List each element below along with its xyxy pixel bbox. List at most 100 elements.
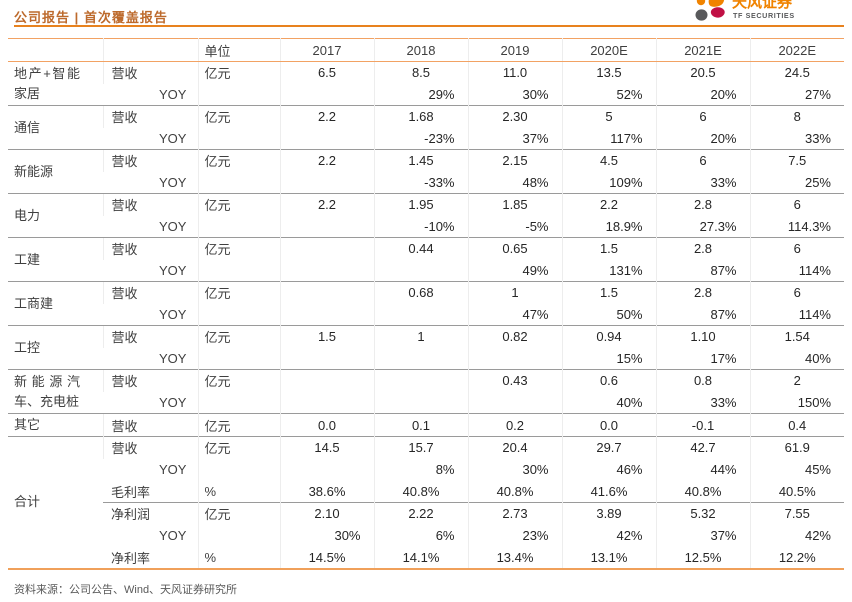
value-cell: 2.30 [467,105,562,128]
value-cell: -10% [373,215,468,238]
value-cell: 6 [749,237,844,260]
value-cell: 109% [561,171,656,194]
value-cell: 1 [467,281,562,304]
brand-logo: 天风证券 TF SECURITIES [692,0,842,28]
unit-header: 单位 [197,38,280,62]
metric-label-cell: 净利润 [103,502,198,525]
category-label: 工建 [14,251,41,267]
table-row: YOY -33% 48% 109% 33% 25% [8,171,844,194]
metric-label-cell: 营收 [102,193,198,216]
category-cell: 新能源汽车、充电桩 [8,369,103,414]
value-cell: 38.6% [279,480,374,503]
value-cell: 5.32 [655,502,750,525]
value-cell: 1.5 [279,325,374,348]
table-row: 工商建 营收 亿元 0.68 1 1.5 2.8 6 [8,281,844,326]
tf-securities-logo-icon: 天风证券 TF SECURITIES [695,0,795,21]
table-row: 新能源 营收 亿元 2.2 1.45 2.15 4.5 6 7.5 [8,149,844,194]
value-cell: 3.89 [561,502,656,525]
value-cell: 1.5 [561,237,656,260]
value-cell [373,391,468,414]
unit-cell [197,524,280,547]
value-cell: 20% [655,127,750,150]
value-cell: 131% [561,259,656,282]
value-cell: 0.43 [467,369,562,392]
category-cell: 其它 [8,413,103,437]
value-cell [279,458,374,481]
metric-label-cell: YOY [159,350,187,366]
value-cell: 44% [655,458,750,481]
top-banner: 公司报告 | 首次覆盖报告 [14,0,844,27]
value-cell: -23% [373,127,468,150]
table-row: YOY 40% 33% 150% [8,391,844,414]
value-cell: 1.95 [373,193,468,216]
value-cell [279,369,374,392]
value-cell: 1.5 [561,281,656,304]
value-cell: 2.2 [561,193,656,216]
segment-forecast-table: 单位 2017 2018 2019 2020E 2021E 2022E 地产+智能家居 营收… [8,38,844,570]
value-cell: 14.5% [279,546,374,569]
value-cell: 0.0 [561,413,656,437]
value-cell: 1.54 [749,325,844,348]
metric-label-cell: 营收 [102,436,198,459]
unit-cell [197,458,280,481]
metric-label-cell: 营收 [102,149,198,172]
value-cell: 15.7 [373,436,468,459]
table-row: 电力 营收 亿元 2.2 1.95 1.85 2.2 2.8 6 [8,193,844,238]
value-cell: 0.65 [467,237,562,260]
table-row: YOY 47% 50% 87% 114% [8,303,844,326]
value-cell: 1.68 [373,105,468,128]
unit-cell: 亿元 [197,193,280,216]
category-label: 新能源 [14,163,54,179]
value-cell: 8.5 [373,61,468,84]
value-cell [279,127,374,150]
metric-label-cell: 营收 [102,61,198,84]
value-cell: 114% [749,303,844,326]
unit-cell: 亿元 [197,413,280,437]
value-cell: 11.0 [467,61,562,84]
value-cell: 5 [561,105,656,128]
metric-label-cell: YOY [159,218,187,234]
metric-label-cell: 营收 [102,105,198,128]
value-cell: 8 [749,105,844,128]
value-cell: 6 [655,149,750,172]
value-cell: 13.4% [467,546,562,569]
year-header: 2020E [561,38,656,62]
value-cell: 2.8 [655,237,750,260]
table-row: YOY 8% 30% 46% 44% 45% [8,458,844,481]
table-row: 新能源汽车、充电桩 营收 亿元 0.43 0.6 0.8 2 [8,369,844,414]
year-header: 2021E [655,38,750,62]
value-cell: 150% [749,391,844,414]
category-cell: 地产+智能家居 [8,62,103,106]
value-cell: 8% [373,458,468,481]
value-cell [467,347,562,370]
value-cell [279,347,374,370]
value-cell: 27% [749,83,844,106]
category-label: 电力 [14,207,41,223]
value-cell: 12.5% [655,546,750,569]
year-header: 2018 [373,38,468,62]
value-cell: 20.5 [655,61,750,84]
value-cell: 52% [561,83,656,106]
brand-name-en: TF SECURITIES [733,11,795,20]
value-cell: 14.1% [373,546,468,569]
table-row: YOY 30% 6% 23% 42% 37% 42% [8,524,844,547]
category-label: 工商建 [14,295,54,311]
category-cell: 通信 [8,105,103,150]
value-cell: 2.22 [373,502,468,525]
category-label: 合计 [14,494,41,510]
year-header: 2017 [279,38,374,62]
value-cell: 0.0 [279,413,374,437]
category-cell: 合计 [8,436,103,569]
value-cell: 29.7 [561,436,656,459]
value-cell: 2.73 [467,502,562,525]
value-cell: 0.68 [373,281,468,304]
value-cell: 6.5 [279,61,374,84]
value-cell: 0.94 [561,325,656,348]
year-header: 2019 [467,38,562,62]
value-cell: 6 [749,193,844,216]
unit-cell: 亿元 [197,237,280,260]
metric-label-cell: 营收 [102,237,198,260]
value-cell: 46% [561,458,656,481]
unit-cell [197,171,280,194]
